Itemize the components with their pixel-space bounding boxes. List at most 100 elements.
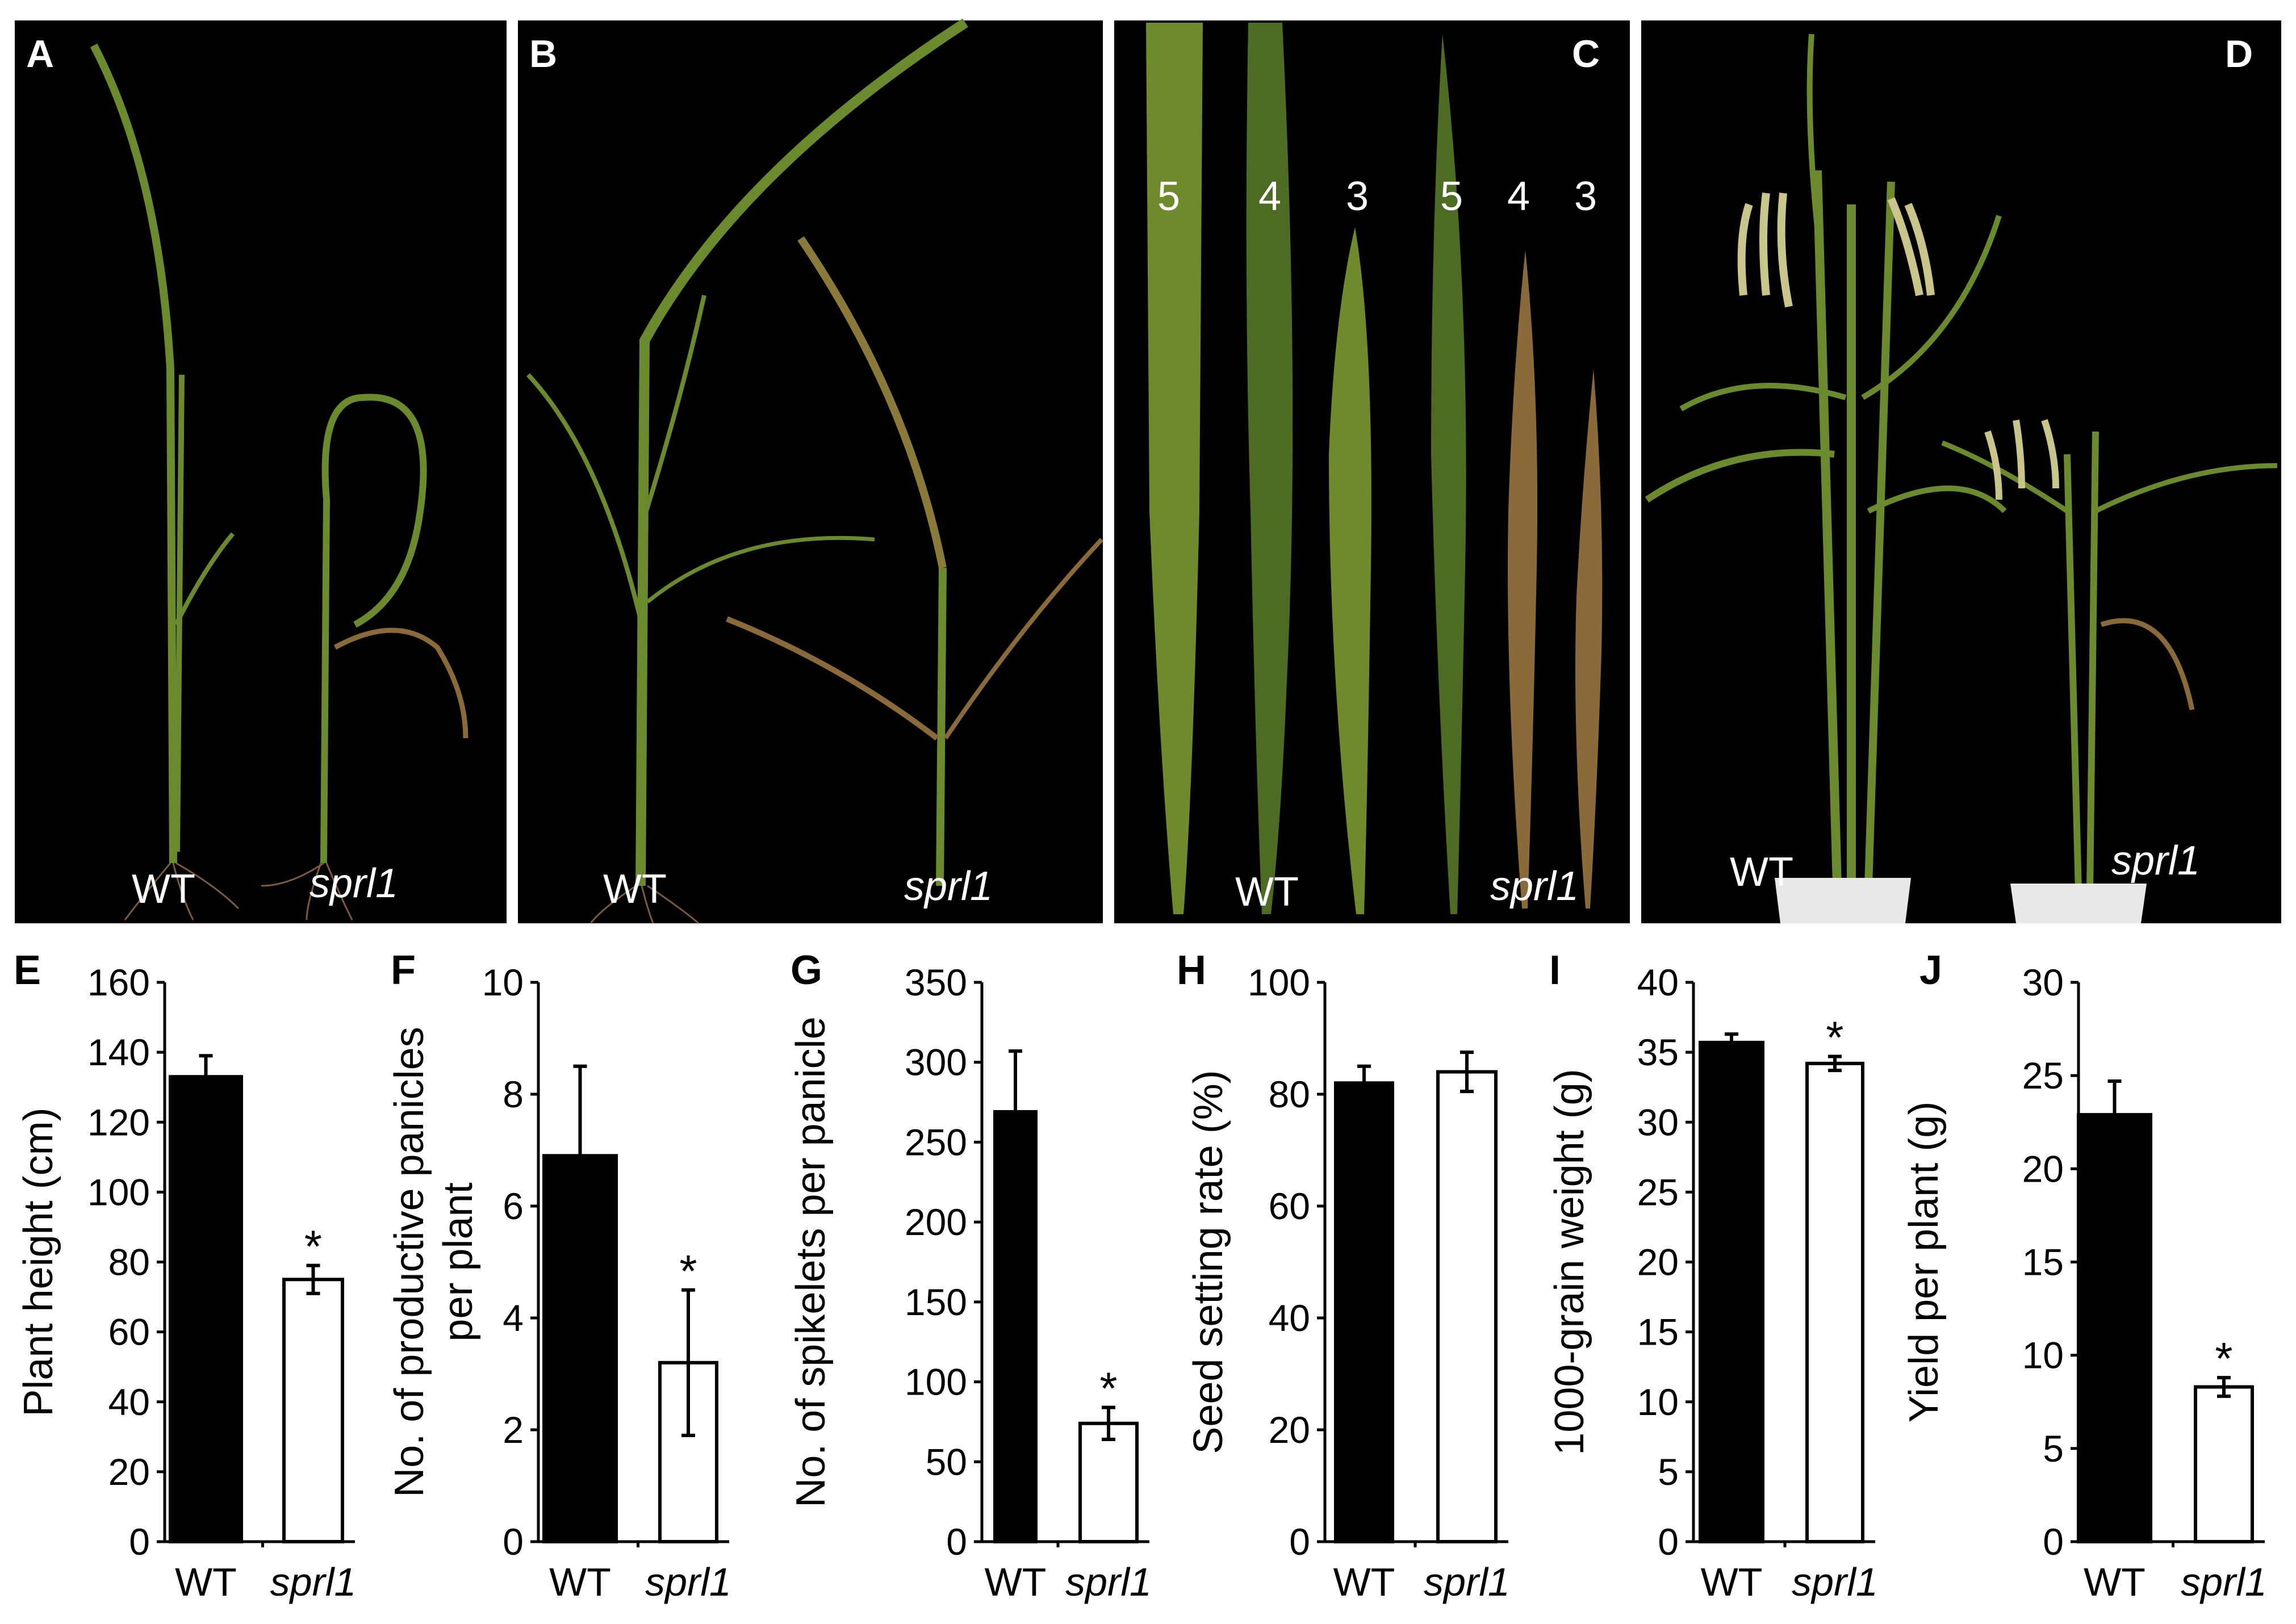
leaf-number-2: 4 (1258, 174, 1281, 219)
bar-sprl1 (2194, 1385, 2254, 1544)
y-tick-label: 5 (2043, 1428, 2064, 1470)
y-tick-label: 40 (1637, 961, 1679, 1003)
photo-label-wt-c: WT (1235, 869, 1299, 915)
category-label-wt: WT (1333, 1560, 1395, 1604)
y-tick-label: 50 (926, 1441, 967, 1483)
photo-label-sprl1-a: sprl1 (310, 861, 398, 906)
category-label-sprl1: sprl1 (645, 1560, 731, 1604)
significance-mark: * (1099, 1363, 1117, 1414)
y-tick-label: 25 (1637, 1171, 1679, 1213)
detached-leaves-c (1146, 23, 1603, 914)
y-tick-label: 160 (87, 961, 150, 1003)
photo-background-d (1641, 20, 2281, 923)
panel-letter-d: D (2225, 32, 2253, 76)
leaf-number-3: 3 (1346, 174, 1369, 219)
chart-panel-j: J 0 5 10 15 20 25 30 WT * sprl1 Yield per plant (g) (1901, 948, 2267, 1604)
y-tick-label: 25 (2022, 1054, 2064, 1096)
category-label-wt: WT (175, 1560, 237, 1604)
photo-panel-d: D WT sprl1 (1641, 20, 2281, 923)
sprl1-panicles (1984, 419, 2059, 500)
y-tick-label: 300 (905, 1041, 967, 1083)
photo-label-wt-a: WT (132, 867, 195, 912)
category-label-sprl1: sprl1 (270, 1560, 357, 1604)
y-tick-label: 10 (2022, 1334, 2064, 1376)
y-axis-title: Plant height (cm) (16, 1107, 61, 1416)
y-tick-label: 0 (129, 1521, 150, 1563)
panel-letter-b: B (529, 32, 557, 76)
y-tick-label: 40 (1269, 1297, 1310, 1339)
chart-panel-h: H 0 20 40 60 80 100 WT sprl1 Seed setting rate (%… (1177, 948, 1510, 1604)
photo-label-wt-d: WT (1730, 849, 1793, 895)
y-tick-label: 0 (1289, 1521, 1310, 1563)
y-tick-label: 250 (905, 1121, 967, 1163)
panel-letter-f: F (391, 948, 416, 993)
y-tick-label: 80 (108, 1241, 150, 1283)
panel-letter-e: E (14, 948, 41, 993)
sprl1-seedling-a (261, 394, 469, 920)
category-label-sprl1: sprl1 (1792, 1560, 1878, 1604)
y-tick-label: 10 (1637, 1381, 1679, 1423)
panel-letter-h: H (1177, 948, 1206, 993)
y-tick-label: 20 (2022, 1148, 2064, 1190)
photo-panel-a: A WT sprl1 (15, 20, 507, 923)
category-label-sprl1: sprl1 (2181, 1560, 2267, 1604)
wt-pot (1775, 878, 1911, 923)
y-axis-title: 1000-grain weight (g) (1547, 1069, 1592, 1455)
sprl1-mature-plant-d (1941, 419, 2278, 923)
y-tick-label: 30 (1637, 1101, 1679, 1143)
y-tick-label: 0 (2043, 1521, 2064, 1563)
y-tick-label: 120 (87, 1101, 150, 1143)
y-axis-title: Yield per plant (g) (1901, 1102, 1947, 1423)
y-tick-label: 100 (1248, 961, 1310, 1003)
category-label-sprl1: sprl1 (1424, 1560, 1510, 1604)
significance-mark: * (304, 1221, 322, 1272)
y-tick-label: 2 (503, 1409, 524, 1451)
chart-panel-e: E 0 20 40 60 80 100 120 140 160 WT * sprl1 Plant heig… (14, 948, 356, 1604)
y-tick-label: 100 (905, 1361, 967, 1403)
y-tick-label: 100 (87, 1171, 150, 1213)
y-tick-label: 8 (503, 1073, 524, 1115)
category-label-sprl1: sprl1 (1065, 1560, 1152, 1604)
y-tick-label: 30 (2022, 961, 2064, 1003)
photo-label-sprl1-b: sprl1 (904, 864, 993, 909)
photo-background-a (15, 20, 507, 923)
photo-panel-b: B WT sprl1 (518, 18, 1103, 924)
significance-mark: * (1826, 1012, 1843, 1063)
leaf-sprl1-4 (1508, 250, 1538, 909)
y-tick-label: 10 (482, 961, 524, 1003)
leaf-number-5: 4 (1507, 174, 1530, 219)
bar-wt (1334, 1081, 1394, 1544)
bar-sprl1 (1805, 1061, 1864, 1543)
panel-letter-i: I (1549, 948, 1561, 993)
y-tick-label: 4 (503, 1297, 524, 1339)
category-label-wt: WT (1701, 1560, 1763, 1604)
y-axis-title: Seed setting rate (%) (1186, 1070, 1231, 1454)
photo-label-wt-b: WT (603, 867, 667, 912)
panel-letter-g: G (791, 948, 822, 993)
bar-wt (2077, 1113, 2152, 1544)
leaf-wt-5 (1146, 23, 1203, 914)
y-tick-label: 6 (503, 1185, 524, 1227)
y-tick-label: 150 (905, 1281, 967, 1323)
category-label-wt: WT (549, 1560, 611, 1604)
leaf-wt-4 (1246, 23, 1293, 914)
y-tick-label: 20 (1637, 1241, 1679, 1283)
chart-panel-f: F 0 2 4 6 8 10 WT * sprl1 No. of productive panicl… (387, 948, 731, 1604)
y-tick-label: 200 (905, 1201, 967, 1243)
photo-label-sprl1-d: sprl1 (2111, 838, 2200, 884)
bar-wt (1699, 1040, 1764, 1543)
chart-panel-i: I 0 5 10 15 20 25 30 35 40 WT * sprl1 1000-grain weig… (1547, 948, 1878, 1604)
leaf-number-6: 3 (1574, 174, 1597, 219)
panel-letter-c: C (1572, 32, 1600, 76)
y-tick-label: 0 (946, 1521, 967, 1563)
bar-wt (993, 1110, 1038, 1543)
bar-sprl1 (1078, 1421, 1139, 1544)
leaf-sprl1-3 (1575, 369, 1603, 909)
photo-background-b (518, 20, 1103, 923)
significance-mark: * (2215, 1333, 2232, 1384)
y-tick-label: 0 (1658, 1521, 1679, 1563)
bar-sprl1 (1436, 1070, 1498, 1543)
photo-label-sprl1-c: sprl1 (1490, 864, 1579, 909)
y-tick-label: 80 (1269, 1073, 1310, 1115)
